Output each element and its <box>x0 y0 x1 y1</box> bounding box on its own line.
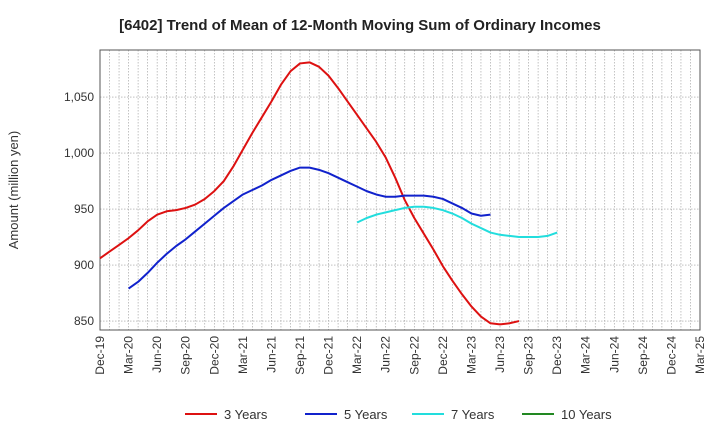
legend: 3 Years 5 Years 7 Years 10 Years <box>185 407 612 422</box>
legend-label: 5 Years <box>344 407 388 422</box>
legend-label: 3 Years <box>224 407 268 422</box>
x-tick-label: Sep-20 <box>179 336 193 375</box>
x-tick-label: Sep-21 <box>293 336 307 375</box>
x-tick-label: Dec-21 <box>322 336 336 375</box>
x-tick-label: Mar-25 <box>693 336 707 374</box>
legend-label: 7 Years <box>451 407 495 422</box>
chart-title: [6402] Trend of Mean of 12-Month Moving … <box>119 17 601 34</box>
x-tick-label: Jun-24 <box>607 336 621 373</box>
x-tick-label: Jun-20 <box>150 336 164 373</box>
series-line-5-years <box>127 166 491 290</box>
x-tick-label: Mar-20 <box>122 336 136 374</box>
y-tick-label: 1,050 <box>64 90 94 104</box>
x-tick-label: Mar-22 <box>350 336 364 374</box>
y-tick-label: 900 <box>74 258 94 272</box>
x-tick-label: Jun-22 <box>379 336 393 373</box>
y-tick-labels: 850 900 950 1,000 1,050 <box>64 90 94 328</box>
legend-item: 7 Years <box>412 407 495 422</box>
x-tick-label: Sep-22 <box>407 336 421 375</box>
legend-item: 3 Years <box>185 407 268 422</box>
series-lines <box>99 61 558 326</box>
x-tick-labels: Dec-19 Mar-20 Jun-20 Sep-20 Dec-20 Mar-21 Jun-… <box>93 336 707 375</box>
y-tick-label: 1,000 <box>64 146 94 160</box>
x-tick-label: Jun-21 <box>264 336 278 373</box>
x-tick-label: Jun-23 <box>493 336 507 373</box>
series-line-3-years <box>99 61 520 326</box>
plot-frame <box>99 49 701 331</box>
x-tick-label: Sep-23 <box>522 336 536 375</box>
x-tick-label: Dec-23 <box>550 336 564 375</box>
legend-label: 10 Years <box>561 407 612 422</box>
x-tick-label: Dec-19 <box>93 336 107 375</box>
x-tick-label: Mar-21 <box>236 336 250 374</box>
legend-item: 5 Years <box>305 407 388 422</box>
x-tick-label: Dec-24 <box>664 336 678 375</box>
x-tick-label: Dec-22 <box>436 336 450 375</box>
legend-item: 10 Years <box>522 407 612 422</box>
x-tick-label: Mar-24 <box>579 336 593 374</box>
x-tick-label: Sep-24 <box>636 336 650 375</box>
y-tick-label: 950 <box>74 202 94 216</box>
y-axis-label: Amount (million yen) <box>6 131 21 250</box>
horizontal-gridlines <box>100 96 700 322</box>
series-line-7-years <box>356 205 558 239</box>
y-tick-label: 850 <box>74 314 94 328</box>
x-tick-label: Dec-20 <box>207 336 221 375</box>
x-tick-label: Mar-23 <box>464 336 478 374</box>
